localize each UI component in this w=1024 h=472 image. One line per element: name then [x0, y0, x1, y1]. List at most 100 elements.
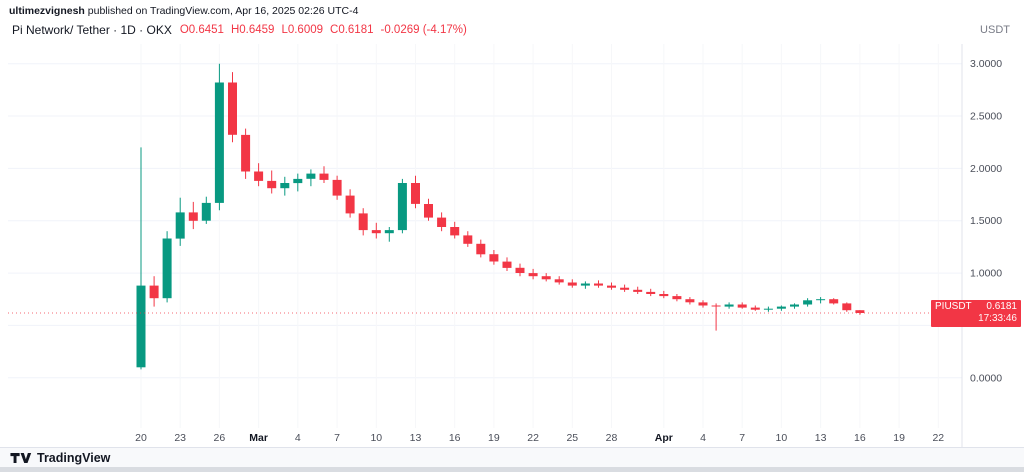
candle-body [659, 294, 669, 297]
x-tick-label: 28 [606, 432, 618, 444]
candle-body [829, 299, 839, 304]
chart-legend: Pi Network/ Tether · 1D · OKX O0.6451 H0… [12, 23, 467, 37]
candle-body [280, 183, 290, 189]
tradingview-wordmark: TradingView [37, 450, 111, 465]
candle-body [763, 308, 773, 310]
x-tick-label: 23 [174, 432, 186, 444]
badge-symbol: PIUSDT [935, 301, 972, 312]
attribution: ultimezvignesh published on TradingView.… [9, 5, 358, 17]
x-tick-label: 7 [334, 432, 340, 444]
candle-body [149, 285, 159, 299]
candle-body [384, 230, 394, 234]
candle-body [750, 307, 760, 310]
candles [136, 63, 865, 370]
candle-body [672, 296, 682, 300]
candle-body [345, 195, 355, 214]
candle-body [175, 212, 185, 239]
tradingview-logo[interactable]: TradingView [10, 451, 110, 465]
candle-body [437, 217, 447, 227]
x-tick-label: 22 [932, 432, 944, 444]
candle-body [580, 283, 590, 286]
candle-body [528, 273, 538, 277]
candle-body [790, 304, 799, 307]
x-tick-label: Apr [655, 432, 673, 444]
candle-body [358, 213, 368, 231]
candle-body [646, 291, 656, 294]
x-tick-label: 4 [295, 432, 301, 444]
candle-body [816, 299, 826, 301]
close-value: C0.6181 [330, 24, 374, 36]
x-tick-label: 10 [370, 432, 382, 444]
candle-body [685, 299, 695, 303]
candle-body [724, 304, 734, 307]
candle-body [620, 287, 630, 290]
candle-body [607, 285, 616, 288]
x-tick-label: 26 [214, 432, 226, 444]
candle-body [541, 276, 551, 280]
candle-body [737, 304, 747, 308]
x-tick-label: 4 [700, 432, 706, 444]
x-tick-label: 10 [776, 432, 788, 444]
candle-body [188, 212, 198, 221]
candle-body [267, 180, 277, 189]
footer-bar: TradingView [0, 447, 1024, 467]
candle-body [293, 178, 303, 184]
candle-body [424, 204, 433, 218]
y-tick-label: 1.5000 [970, 215, 1002, 227]
attribution-text: published on TradingView.com, Apr 16, 20… [84, 5, 359, 17]
x-tick-label: 22 [527, 432, 539, 444]
badge-price: 0.6181 [986, 301, 1017, 312]
x-axis-labels[interactable]: 20 23 26 Mar 4 7 10 13 16 19 22 25 28 Apr 4 7 10 13 16 19 22 [135, 432, 944, 444]
candle-body [201, 202, 211, 221]
high-value: H0.6459 [230, 24, 275, 36]
candle-body [214, 82, 224, 203]
x-tick-label: 25 [566, 432, 578, 444]
y-tick-label: 2.0000 [970, 163, 1002, 175]
y-tick-label: 2.5000 [970, 111, 1002, 123]
gridlines [8, 44, 962, 428]
candle-body [162, 238, 172, 299]
candle-body [136, 285, 146, 368]
last-price-badge: PIUSDT 0.6181 17:33:46 [931, 300, 1021, 327]
x-tick-label: 19 [893, 432, 905, 444]
candle-body [842, 303, 852, 311]
candle-body [463, 235, 473, 244]
candle-body [855, 310, 865, 313]
candle-body [241, 134, 251, 172]
candle-body [567, 282, 577, 286]
candle-body [515, 267, 525, 273]
candle-body [476, 243, 486, 255]
price-scale-currency: USDT [980, 24, 1010, 36]
y-tick-label: 1.0000 [970, 268, 1002, 280]
x-tick-label: 13 [815, 432, 827, 444]
x-tick-label: 7 [739, 432, 745, 444]
candle-body [450, 227, 460, 236]
x-tick-label: Mar [249, 432, 268, 444]
bottom-scrollbar[interactable] [0, 467, 1024, 472]
candle-body [319, 173, 329, 180]
candle-body [698, 302, 708, 306]
candle-body [411, 183, 420, 204]
candle-body [554, 279, 564, 283]
y-tick-label: 0.0000 [970, 372, 1002, 384]
candle-body [371, 230, 381, 234]
candle-body [776, 306, 786, 309]
candle-body [502, 261, 512, 268]
candle-body [594, 283, 603, 286]
y-tick-label: 3.0000 [970, 58, 1002, 70]
candle-body [633, 289, 643, 292]
bar-countdown-timer: 17:33:46 [978, 313, 1017, 324]
candle-body [803, 300, 813, 305]
publisher-username: ultimezvignesh [9, 5, 85, 17]
candle-body [711, 305, 721, 307]
candle-body [228, 82, 237, 135]
x-tick-label: 20 [135, 432, 147, 444]
x-tick-label: 16 [449, 432, 461, 444]
change-value: -0.0269 (-4.17%) [380, 24, 467, 36]
candle-body [306, 173, 316, 179]
symbol-title[interactable]: Pi Network/ Tether · 1D · OKX [12, 23, 172, 37]
ohlc-values: O0.6451 H0.6459 L0.6009 C0.6181 -0.0269 … [180, 24, 467, 36]
y-axis-labels[interactable]: 3.0000 2.5000 2.0000 1.5000 1.0000 0.0000 [970, 58, 1002, 384]
